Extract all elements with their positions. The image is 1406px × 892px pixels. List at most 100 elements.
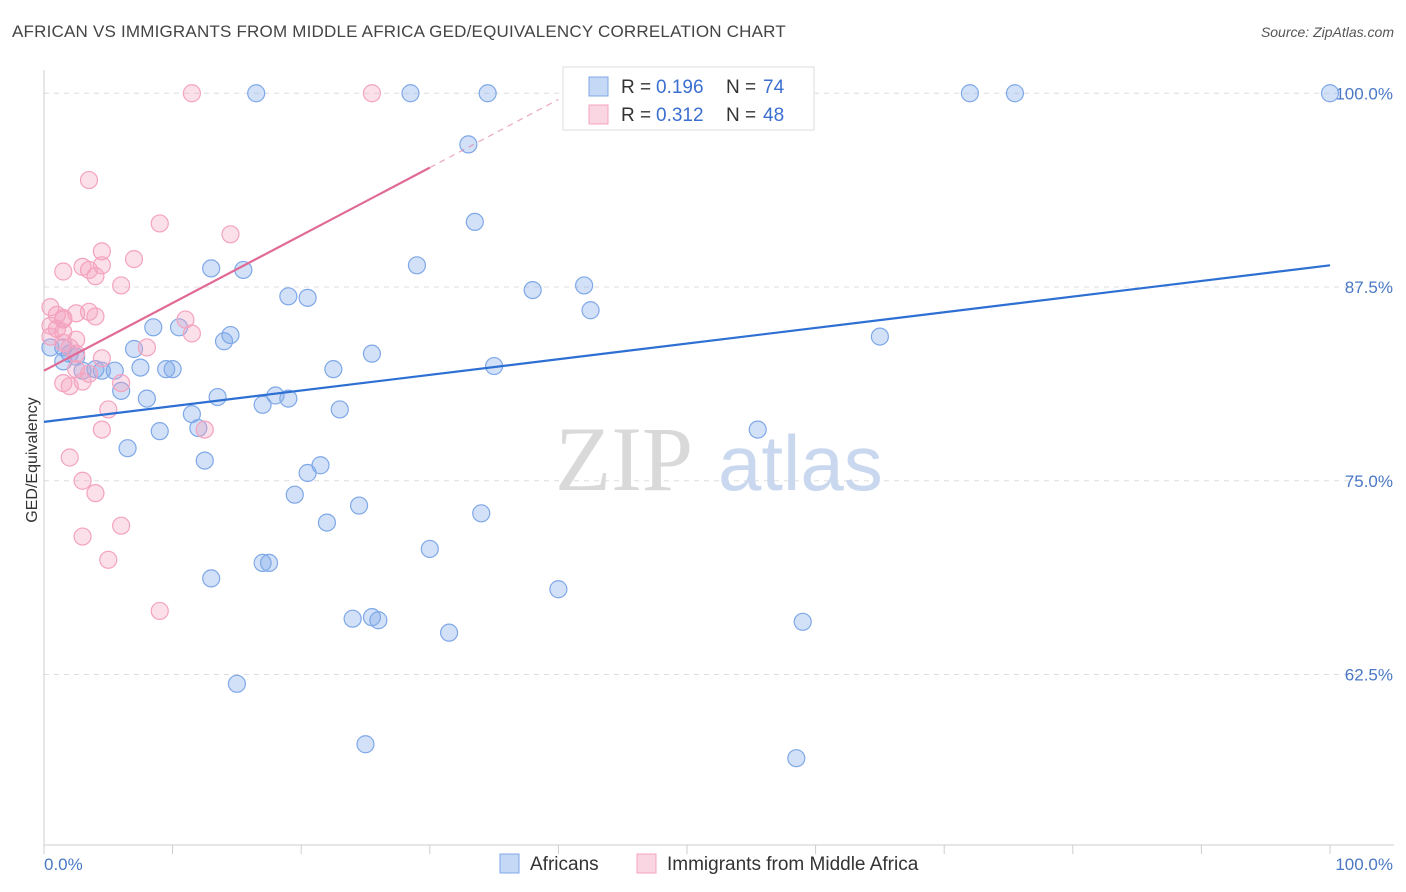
data-point (124, 250, 144, 269)
data-point (549, 580, 568, 599)
legend-box: R = 0.196 N = 74 R = 0.312 N = 48 (562, 66, 815, 131)
data-point (298, 288, 317, 307)
data-point (131, 358, 150, 377)
data-point (279, 287, 298, 306)
legend-r-value: 0.196 (656, 77, 704, 98)
x-tick-label-end: 100.0% (1335, 855, 1393, 874)
data-point (330, 400, 349, 419)
data-point (86, 307, 105, 326)
gridlines (44, 92, 1360, 675)
data-point (459, 135, 478, 154)
data-point (279, 389, 298, 408)
y-tick-label: 75.0% (1345, 472, 1393, 491)
legend-r-label: R = (621, 77, 651, 98)
legend-swatch (588, 104, 609, 125)
chart-title: AFRICAN VS IMMIGRANTS FROM MIDDLE AFRICA… (12, 22, 786, 41)
trend-line-1 (43, 166, 431, 372)
data-point (420, 539, 439, 559)
data-point (407, 256, 427, 275)
bottom-legend-swatch (636, 853, 657, 874)
y-tick-label: 62.5% (1345, 666, 1393, 685)
bottom-legend-label: Africans (530, 854, 599, 875)
data-point (73, 471, 92, 490)
data-point (1005, 84, 1025, 103)
y-axis-label: GED/Equivalency (24, 397, 41, 522)
data-point (343, 609, 362, 628)
series-immigrants-middle-africa (41, 84, 382, 621)
bottom-legend: Africans Immigrants from Middle Africa (499, 853, 919, 875)
data-point (285, 485, 304, 504)
data-point (581, 301, 600, 320)
data-point (60, 377, 79, 396)
data-point (157, 360, 176, 379)
data-point (54, 262, 73, 281)
data-point (317, 513, 337, 532)
data-point (92, 420, 111, 439)
data-point (150, 214, 169, 233)
data-point (465, 212, 484, 231)
data-point (208, 387, 227, 407)
data-point (247, 84, 266, 103)
data-point (137, 338, 156, 357)
trend-line-extension-1 (429, 98, 559, 169)
data-point (369, 611, 388, 630)
data-point (298, 463, 317, 483)
trend-line-0 (43, 264, 1331, 423)
data-point (92, 242, 111, 261)
series-layer (41, 84, 1340, 768)
data-point (163, 360, 182, 379)
y-tick-label: 87.5% (1345, 278, 1393, 297)
data-point (112, 381, 131, 400)
data-point (112, 374, 131, 393)
trend-lines (43, 98, 1331, 423)
data-point (523, 281, 542, 300)
data-point (221, 225, 240, 244)
data-point (214, 332, 234, 351)
data-point (227, 674, 246, 693)
data-point (202, 569, 221, 588)
bottom-legend-label: Immigrants from Middle Africa (667, 854, 919, 875)
axes (43, 70, 1394, 854)
data-point (401, 84, 420, 103)
data-point (79, 170, 99, 190)
data-point (349, 496, 369, 515)
data-point (189, 418, 208, 438)
data-point (356, 735, 375, 754)
data-point (362, 344, 382, 363)
watermark-atlas: atlas (718, 419, 883, 507)
data-point (259, 553, 279, 573)
legend-swatch (588, 76, 609, 97)
data-point (99, 550, 118, 569)
legend-n-label: N = (726, 105, 756, 126)
chart-source: Source: ZipAtlas.com (1260, 24, 1394, 40)
data-point (92, 256, 111, 275)
data-point (202, 259, 221, 278)
data-point (112, 276, 131, 295)
data-point (748, 420, 767, 439)
tick-labels: 62.5% 75.0% 87.5% 100.0% 0.0% 100.0% (44, 84, 1393, 874)
legend-n-value: 48 (763, 105, 784, 126)
data-point (195, 420, 214, 439)
data-point (112, 516, 131, 535)
data-point (150, 422, 169, 441)
data-point (86, 484, 105, 503)
data-point (150, 601, 169, 621)
data-point (870, 327, 890, 346)
data-point (960, 84, 980, 103)
x-tick-label-start: 0.0% (44, 855, 83, 874)
data-point (182, 324, 201, 343)
data-point (793, 612, 812, 631)
data-point (362, 84, 382, 103)
data-point (195, 451, 214, 470)
data-point (73, 527, 92, 546)
data-point (60, 448, 79, 467)
data-point (472, 504, 491, 523)
data-point (137, 389, 156, 408)
watermark: ZIP atlas (555, 408, 883, 510)
data-point (144, 318, 163, 337)
bottom-legend-swatch (499, 853, 520, 874)
data-point (324, 360, 343, 379)
legend-n-value: 74 (763, 77, 785, 98)
series-africans (41, 84, 1340, 768)
